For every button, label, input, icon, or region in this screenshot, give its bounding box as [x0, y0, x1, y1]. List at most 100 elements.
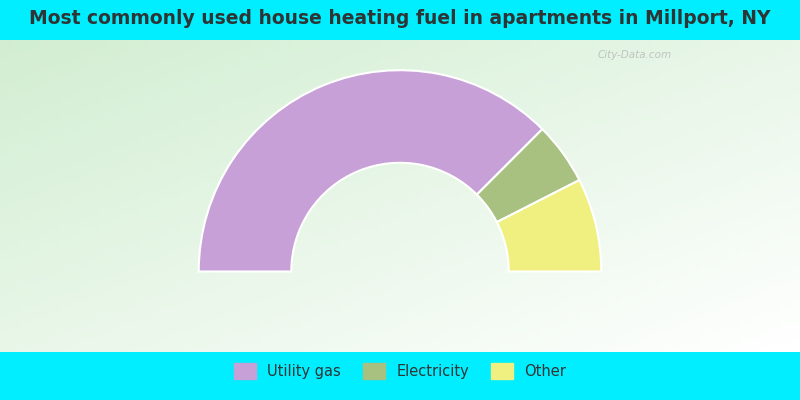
Bar [710, 333, 728, 342]
Bar [50, 208, 68, 217]
Bar [700, 214, 718, 222]
Bar [360, 89, 378, 97]
Bar [470, 63, 488, 71]
Bar [740, 260, 758, 269]
Bar [140, 323, 158, 331]
Bar [310, 344, 328, 352]
Bar [640, 245, 658, 253]
Bar [370, 172, 388, 180]
Bar [30, 219, 48, 227]
Bar [770, 260, 788, 269]
Bar [400, 120, 418, 128]
Bar [720, 255, 738, 264]
Bar [80, 286, 98, 295]
Bar [370, 318, 388, 326]
Bar [350, 167, 368, 175]
Bar [430, 68, 448, 76]
Bar [570, 167, 588, 175]
Bar [500, 198, 518, 206]
Bar [600, 203, 618, 212]
Bar [400, 208, 418, 217]
Bar [450, 250, 468, 258]
Bar [0, 198, 18, 206]
Bar [750, 333, 768, 342]
Bar [680, 89, 698, 97]
Bar [130, 333, 148, 342]
Bar [650, 208, 668, 217]
Bar [470, 234, 488, 243]
Bar [270, 224, 288, 232]
Bar [650, 281, 668, 290]
Bar [430, 73, 448, 82]
Bar [640, 63, 658, 71]
Bar [320, 99, 338, 108]
Bar [580, 99, 598, 108]
Bar [750, 47, 768, 56]
Bar [0, 120, 18, 128]
Bar [760, 78, 778, 87]
Bar [590, 94, 608, 102]
Bar [260, 94, 278, 102]
Bar [470, 58, 488, 66]
Bar [560, 250, 578, 258]
Bar [30, 312, 48, 321]
Bar [450, 292, 468, 300]
Bar [210, 286, 228, 295]
Bar [300, 188, 318, 196]
Bar [260, 224, 278, 232]
Bar [350, 68, 368, 76]
Bar [280, 214, 298, 222]
Bar [590, 307, 608, 316]
Bar [90, 318, 108, 326]
Bar [690, 89, 708, 97]
Bar [660, 281, 678, 290]
Bar [150, 58, 168, 66]
Bar [270, 47, 288, 56]
Bar [420, 115, 438, 123]
Bar [410, 37, 428, 45]
Bar [380, 68, 398, 76]
Bar [520, 344, 538, 352]
Bar [760, 146, 778, 154]
Bar [560, 37, 578, 45]
Bar [610, 110, 628, 118]
Bar [490, 104, 508, 113]
Bar [620, 245, 638, 253]
Bar [650, 338, 668, 347]
Bar [410, 333, 428, 342]
Bar [120, 177, 138, 186]
Bar [40, 240, 58, 248]
Bar [550, 89, 568, 97]
Bar [390, 302, 408, 310]
Bar [350, 250, 368, 258]
Bar [260, 182, 278, 191]
Bar [610, 84, 628, 92]
Bar [360, 208, 378, 217]
Bar [160, 52, 178, 61]
Bar [510, 73, 528, 82]
Bar [180, 42, 198, 50]
Bar [750, 234, 768, 243]
Bar [220, 156, 238, 165]
Bar [610, 63, 628, 71]
Bar [420, 156, 438, 165]
Bar [220, 188, 238, 196]
Bar [130, 115, 148, 123]
Bar [90, 104, 108, 113]
Bar [560, 156, 578, 165]
Bar [160, 302, 178, 310]
Bar [420, 110, 438, 118]
Bar [480, 307, 498, 316]
Bar [580, 266, 598, 274]
Bar [430, 307, 448, 316]
Bar [170, 182, 188, 191]
Bar [120, 245, 138, 253]
Bar [320, 156, 338, 165]
Bar [600, 307, 618, 316]
Bar [360, 292, 378, 300]
Bar [230, 188, 248, 196]
Bar [660, 182, 678, 191]
Bar [70, 42, 88, 50]
Bar [640, 125, 658, 134]
Bar [690, 58, 708, 66]
